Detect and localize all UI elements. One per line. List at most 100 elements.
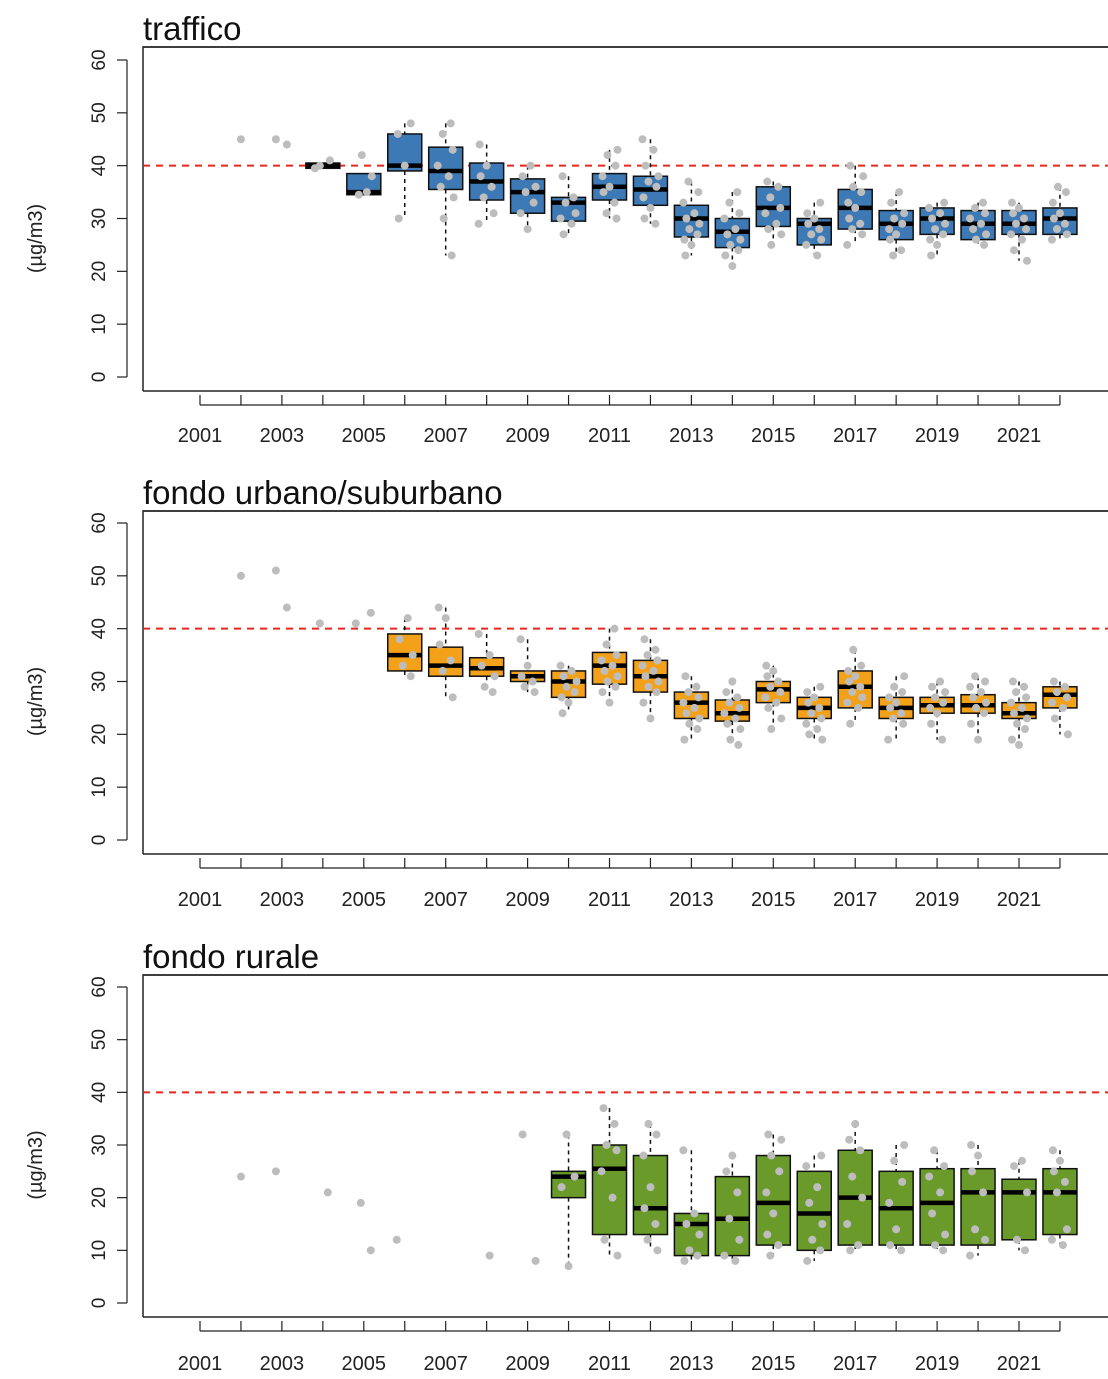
data-point	[1010, 709, 1018, 718]
box-2006	[387, 618, 423, 677]
chart-title: traffico	[143, 10, 241, 47]
data-point	[1047, 698, 1056, 707]
data-point	[680, 235, 689, 244]
data-point	[854, 1241, 863, 1250]
data-point	[610, 198, 619, 207]
x-tick-label: 2009	[505, 425, 550, 447]
data-point	[1008, 198, 1016, 207]
x-tick-label: 2003	[260, 889, 305, 911]
data-point	[977, 688, 986, 697]
box-2018	[878, 192, 914, 256]
data-point	[856, 219, 865, 228]
data-point	[849, 645, 858, 654]
data-point	[693, 230, 702, 239]
data-point	[690, 209, 699, 218]
data-point	[844, 198, 853, 207]
data-point	[813, 1183, 822, 1192]
data-point	[1010, 246, 1018, 255]
data-point	[653, 1246, 662, 1255]
box-2017	[837, 649, 873, 724]
data-point	[694, 693, 703, 702]
data-point	[886, 703, 895, 712]
data-point	[886, 235, 895, 244]
data-point	[763, 672, 772, 681]
data-point	[845, 677, 854, 686]
data-point	[613, 1251, 622, 1260]
data-point	[1018, 703, 1026, 712]
data-point	[926, 703, 935, 712]
data-point	[967, 719, 976, 728]
data-point	[971, 203, 980, 212]
x-tick-label: 2021	[997, 425, 1042, 447]
data-point	[489, 209, 498, 218]
data-point	[1049, 677, 1058, 686]
data-point	[1053, 182, 1062, 191]
data-point	[685, 719, 694, 728]
data-point	[570, 688, 579, 697]
data-point	[846, 161, 855, 170]
data-point	[885, 693, 894, 702]
y-axis-label: (µg/m3)	[25, 1130, 47, 1199]
data-point	[889, 251, 898, 260]
data-point	[733, 188, 742, 197]
data-point	[859, 172, 868, 181]
data-point	[772, 219, 781, 228]
data-point	[1010, 1162, 1018, 1171]
data-point	[448, 145, 457, 154]
data-point	[695, 1230, 704, 1239]
box-iqr	[960, 1167, 996, 1246]
data-point	[611, 682, 620, 691]
data-point	[979, 1188, 988, 1197]
data-point	[818, 735, 827, 744]
box-2022	[1042, 681, 1078, 735]
data-point	[898, 688, 907, 697]
data-point	[1060, 219, 1069, 228]
data-point	[931, 693, 940, 702]
data-point	[685, 225, 694, 234]
data-point	[969, 225, 978, 234]
data-point	[564, 698, 573, 707]
data-point	[1052, 225, 1061, 234]
data-point	[610, 1119, 619, 1128]
data-point	[1061, 188, 1070, 197]
data-point	[1007, 698, 1015, 707]
box-2015	[755, 181, 792, 245]
data-point	[395, 635, 404, 644]
data-point	[930, 1146, 939, 1155]
data-point	[777, 230, 786, 239]
data-point	[567, 666, 576, 675]
data-point	[928, 1209, 937, 1218]
data-point	[981, 209, 990, 218]
data-point	[725, 698, 734, 707]
data-point	[763, 1230, 772, 1239]
data-point	[889, 714, 898, 723]
data-point	[602, 1141, 611, 1149]
data-point	[523, 661, 532, 670]
data-point	[846, 719, 855, 728]
data-point	[682, 1220, 691, 1228]
data-point	[438, 129, 447, 138]
data-point	[611, 161, 620, 170]
data-point	[723, 230, 732, 239]
data-point	[885, 225, 894, 234]
data-point	[933, 709, 942, 718]
data-point	[1049, 214, 1058, 223]
data-point	[640, 635, 649, 644]
data-point	[766, 682, 775, 691]
data-point	[1018, 235, 1026, 244]
data-point	[559, 672, 568, 681]
data-point	[682, 709, 691, 718]
data-point	[890, 682, 899, 691]
data-point	[477, 661, 486, 670]
data-point	[479, 193, 488, 202]
data-point	[681, 251, 690, 260]
box-iqr	[1001, 1178, 1037, 1241]
box-2011	[591, 1108, 628, 1256]
data-point	[848, 225, 857, 234]
data-point	[608, 661, 617, 670]
data-point	[282, 603, 291, 612]
data-point	[763, 177, 772, 186]
data-point	[1009, 209, 1017, 218]
data-point	[556, 214, 565, 223]
